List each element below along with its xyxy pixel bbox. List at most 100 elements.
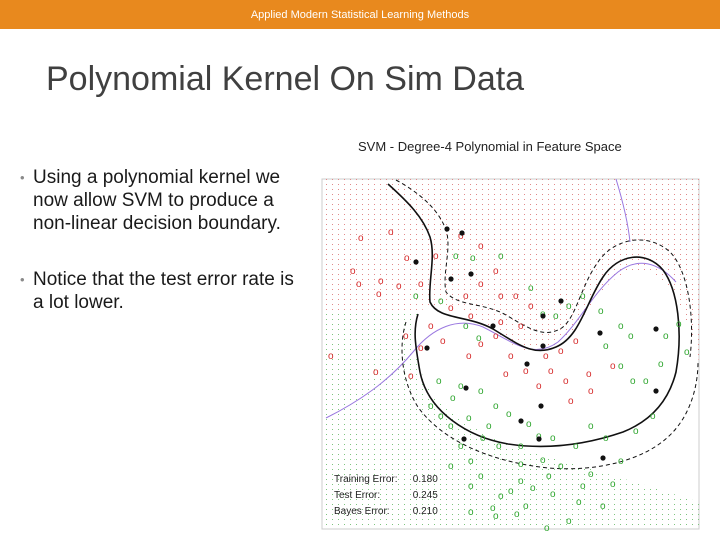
green-point: o	[448, 421, 454, 432]
support-vector-point	[468, 271, 474, 277]
support-vector-point	[459, 230, 465, 236]
red-point: o	[468, 311, 474, 322]
green-point: o	[676, 319, 682, 330]
support-vector-point	[448, 276, 454, 282]
green-point: o	[438, 411, 444, 422]
green-point: o	[438, 296, 444, 307]
green-point: o	[628, 331, 634, 342]
green-point: o	[546, 471, 552, 482]
green-point: o	[498, 251, 504, 262]
support-vector-point	[540, 343, 546, 349]
bullet-item: • Using a polynomial kernel we now allow…	[20, 166, 295, 235]
red-point: o	[573, 336, 579, 347]
red-point: o	[508, 351, 514, 362]
green-point: o	[658, 359, 664, 370]
green-point: o	[493, 401, 499, 412]
bullet-text: Notice that the test error rate is a lot…	[33, 269, 294, 313]
red-point: o	[356, 279, 362, 290]
green-point: o	[458, 441, 464, 452]
bayes-boundary-2	[615, 179, 631, 243]
green-point: o	[466, 413, 472, 424]
green-point: o	[663, 331, 669, 342]
support-vector-point	[600, 455, 606, 461]
bullet-dot-icon: •	[20, 272, 25, 287]
slide-title: Polynomial Kernel On Sim Data	[46, 60, 525, 98]
green-point: o	[493, 511, 499, 522]
support-vector-point	[540, 313, 546, 319]
green-region	[322, 310, 699, 529]
green-point: o	[630, 376, 636, 387]
green-point: o	[528, 283, 534, 294]
red-region	[322, 179, 699, 362]
red-point: o	[376, 289, 382, 300]
support-vector-point	[463, 385, 469, 391]
green-point: o	[498, 491, 504, 502]
green-point: o	[650, 411, 656, 422]
error-value: 0.210	[412, 506, 438, 517]
green-point: o	[540, 455, 546, 466]
green-point: o	[458, 381, 464, 392]
error-row: Bayes Error: 0.210	[334, 506, 438, 522]
green-point: o	[603, 433, 609, 444]
red-point: o	[543, 351, 549, 362]
red-point: o	[433, 251, 439, 262]
red-point: o	[428, 321, 434, 332]
red-point: o	[493, 266, 499, 277]
green-point: o	[588, 421, 594, 432]
green-point: o	[566, 516, 572, 527]
error-value: 0.245	[412, 490, 438, 501]
green-point: o	[566, 301, 572, 312]
support-vector-point	[424, 345, 430, 351]
green-point: o	[576, 497, 582, 508]
green-point: o	[436, 376, 442, 387]
red-point: o	[498, 291, 504, 302]
green-point: o	[468, 456, 474, 467]
error-row: Training Error: 0.180	[334, 474, 438, 490]
green-point: o	[508, 486, 514, 497]
green-point: o	[478, 386, 484, 397]
green-point: o	[573, 441, 579, 452]
red-point: o	[350, 266, 356, 277]
green-point: o	[450, 393, 456, 404]
green-point: o	[518, 441, 524, 452]
red-point: o	[458, 231, 464, 242]
green-point: o	[476, 333, 482, 344]
green-point: o	[553, 311, 559, 322]
green-point: o	[618, 456, 624, 467]
green-point: o	[558, 461, 564, 472]
green-point: o	[470, 253, 476, 264]
green-point: o	[463, 321, 469, 332]
green-point: o	[633, 426, 639, 437]
red-point: o	[548, 366, 554, 377]
red-point: o	[588, 386, 594, 397]
course-header: Applied Modern Statistical Learning Meth…	[0, 0, 720, 29]
red-point: o	[528, 301, 534, 312]
green-point: o	[514, 509, 520, 520]
green-point: o	[550, 433, 556, 444]
red-point: o	[378, 276, 384, 287]
red-point: o	[396, 281, 402, 292]
green-point: o	[518, 459, 524, 470]
error-row: Test Error: 0.245	[334, 490, 438, 506]
red-point: o	[466, 351, 472, 362]
green-point: o	[526, 419, 532, 430]
green-point: o	[580, 481, 586, 492]
green-point: o	[598, 306, 604, 317]
bullet-item: • Notice that the test error rate is a l…	[20, 268, 295, 314]
red-point: o	[503, 369, 509, 380]
red-point: o	[610, 361, 616, 372]
green-point: o	[523, 501, 529, 512]
support-vector-point	[536, 436, 542, 442]
green-point: o	[530, 483, 536, 494]
green-point: o	[580, 291, 586, 302]
red-point: o	[440, 336, 446, 347]
green-point: o	[478, 471, 484, 482]
red-point: o	[478, 279, 484, 290]
error-value: 0.180	[412, 474, 438, 485]
support-vector-point	[558, 298, 564, 304]
bullet-list: • Using a polynomial kernel we now allow…	[20, 166, 295, 347]
error-label: Test Error:	[334, 490, 381, 501]
green-point: o	[518, 476, 524, 487]
support-vector-point	[490, 323, 496, 329]
